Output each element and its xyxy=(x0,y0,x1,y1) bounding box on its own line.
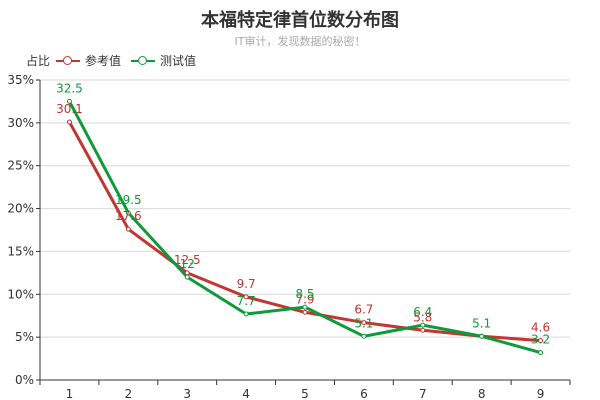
legend: 参考值 测试值 xyxy=(56,52,206,69)
data-label: 6.4 xyxy=(413,305,432,319)
data-point xyxy=(125,210,131,216)
y-tick-label: 35% xyxy=(7,73,34,87)
x-tick-label: 3 xyxy=(183,387,191,400)
legend-marker-test-icon xyxy=(131,55,156,67)
data-label: 7.9 xyxy=(295,292,314,306)
data-point xyxy=(479,333,485,339)
y-tick-label: 10% xyxy=(7,287,34,301)
data-point xyxy=(66,98,72,104)
legend-item-test[interactable]: 测试值 xyxy=(131,52,196,69)
series-line xyxy=(68,100,541,355)
x-tick-label: 9 xyxy=(537,387,545,400)
x-tick-label: 7 xyxy=(419,387,427,400)
data-label: 5.8 xyxy=(413,310,432,324)
data-point xyxy=(302,304,308,310)
x-tick-label: 5 xyxy=(301,387,309,400)
data-label: 6.7 xyxy=(354,303,373,317)
data-label: 12 xyxy=(180,257,195,271)
x-tick-label: 4 xyxy=(242,387,250,400)
x-tick-label: 1 xyxy=(66,387,74,400)
data-point xyxy=(538,338,544,344)
data-point xyxy=(361,320,367,326)
data-point xyxy=(184,270,190,276)
data-point xyxy=(125,226,131,232)
data-label: 8.5 xyxy=(295,287,314,301)
data-point xyxy=(302,309,308,315)
data-label: 9.7 xyxy=(237,277,256,291)
data-label: 17.6 xyxy=(115,209,142,223)
data-label: 5.1 xyxy=(354,316,373,330)
y-tick-label: 15% xyxy=(7,244,34,258)
y-tick-label: 20% xyxy=(7,202,34,216)
data-point xyxy=(243,311,249,317)
data-point xyxy=(538,350,544,356)
legend-label-reference: 参考值 xyxy=(85,54,122,68)
data-label: 5.1 xyxy=(472,316,491,330)
chart-title: 本福特定律首位数分布图 xyxy=(201,10,399,31)
y-tick-label: 25% xyxy=(7,159,34,173)
legend-label-test: 测试值 xyxy=(160,54,197,68)
data-point xyxy=(361,333,367,339)
data-label: 12.5 xyxy=(174,253,201,267)
data-label: 3.2 xyxy=(531,333,550,347)
y-tick-label: 30% xyxy=(7,116,34,130)
data-label: 7.7 xyxy=(237,294,256,308)
data-label: 4.6 xyxy=(531,321,550,335)
y-tick-label: 5% xyxy=(15,330,34,344)
x-tick-label: 6 xyxy=(360,387,368,400)
legend-item-reference[interactable]: 参考值 xyxy=(56,52,121,69)
data-point xyxy=(420,322,426,328)
data-point xyxy=(184,274,190,280)
data-label: 30.1 xyxy=(56,102,83,116)
x-tick-label: 2 xyxy=(125,387,133,400)
data-point xyxy=(66,119,72,125)
data-point xyxy=(420,327,426,333)
data-point xyxy=(243,294,249,300)
data-label: 32.5 xyxy=(56,81,83,95)
y-tick-label: 0% xyxy=(15,373,34,387)
y-axis-label: 占比 xyxy=(26,54,51,68)
legend-marker-reference-icon xyxy=(56,55,80,67)
chart-subtitle: IT审计，发现数据的秘密！ xyxy=(234,35,366,48)
x-tick-label: 8 xyxy=(478,387,486,400)
data-label: 19.5 xyxy=(115,193,142,207)
